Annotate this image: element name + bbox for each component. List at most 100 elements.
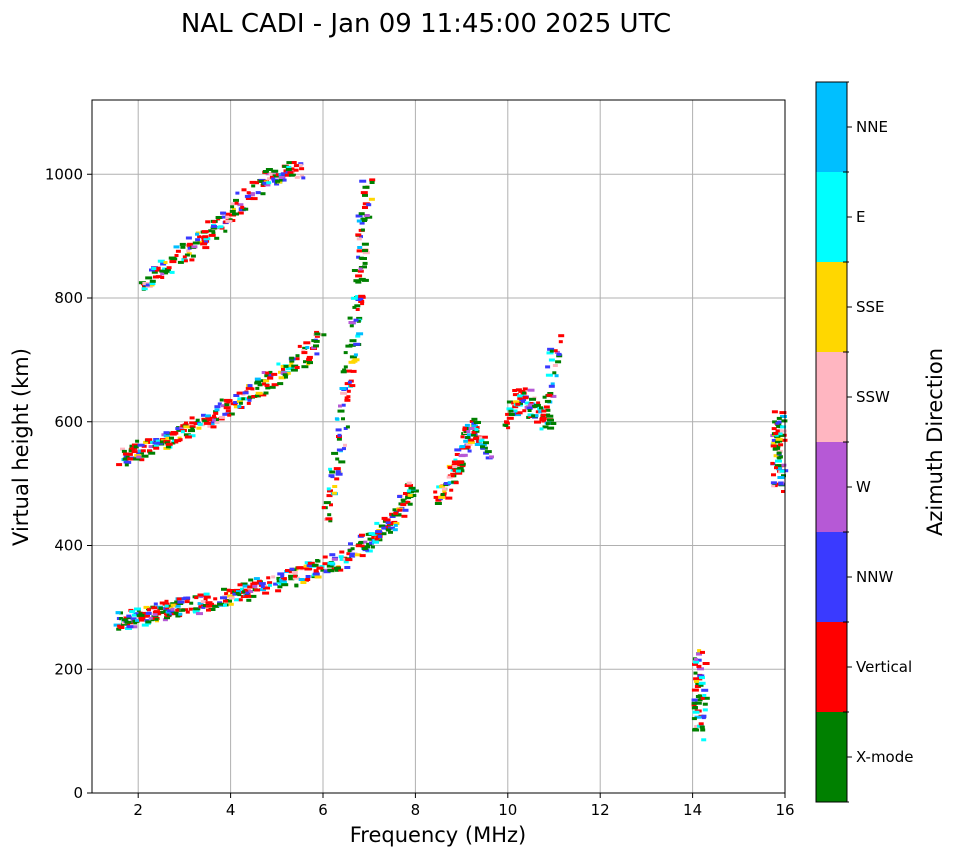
echo-mark [342, 368, 347, 372]
echo-mark [401, 514, 408, 518]
echo-mark [327, 489, 333, 493]
echo-mark [240, 205, 245, 209]
echo-mark [153, 438, 160, 441]
echo-mark [282, 164, 288, 168]
echo-mark [360, 191, 368, 195]
colorbar-tick-label: X-mode [856, 748, 913, 766]
echo-mark [355, 274, 363, 278]
echo-mark [138, 613, 145, 617]
echo-mark [694, 679, 699, 683]
echo-mark [214, 420, 220, 424]
echo-mark [269, 175, 274, 179]
echo-mark [468, 438, 475, 442]
echo-mark [360, 544, 365, 548]
echo-mark [201, 417, 206, 421]
echo-mark [128, 449, 133, 453]
echo-mark [331, 491, 337, 495]
echo-mark [145, 283, 150, 287]
echo-mark [699, 676, 705, 680]
echo-mark [183, 259, 188, 263]
echo-mark [169, 612, 174, 616]
echo-mark [252, 584, 258, 588]
echo-mark [277, 572, 285, 576]
echo-mark [208, 608, 216, 611]
echo-mark [462, 428, 470, 432]
echo-mark [358, 294, 366, 298]
echo-mark [298, 162, 304, 166]
echo-mark [124, 620, 132, 624]
echo-mark [506, 400, 513, 404]
x-axis-ticks: 2 4 6 8 10 12 14 16 [133, 793, 795, 819]
echo-mark [362, 265, 367, 269]
echo-mark [326, 494, 333, 498]
echo-mark [355, 544, 362, 548]
echo-mark [301, 176, 306, 180]
colorbar-segment [816, 622, 847, 712]
echo-mark [180, 430, 185, 434]
echo-mark [121, 449, 127, 453]
echo-mark [237, 211, 244, 215]
echo-mark [401, 499, 406, 503]
echo-mark [468, 427, 475, 430]
echo-mark [471, 431, 476, 434]
echo-mark [338, 555, 344, 559]
echo-mark [327, 561, 335, 565]
echo-mark [264, 384, 270, 387]
echo-mark [136, 455, 142, 459]
echo-mark [275, 589, 282, 593]
echo-mark [173, 245, 180, 249]
plot-frame [91, 99, 786, 794]
echo-mark [474, 421, 481, 424]
echo-mark [405, 500, 411, 504]
echo-mark [305, 578, 311, 581]
echo-mark [480, 438, 485, 442]
echo-mark [369, 181, 375, 184]
echo-mark [221, 215, 226, 219]
echo-mark [349, 554, 356, 558]
echo-mark [339, 387, 347, 390]
echo-mark [147, 449, 152, 453]
echo-mark [506, 416, 514, 420]
echo-mark [152, 610, 157, 614]
echo-mark [332, 485, 338, 488]
echo-mark [778, 443, 784, 447]
echo-mark [135, 439, 140, 443]
echo-mark [547, 418, 554, 422]
echo-mark [257, 383, 263, 387]
echo-mark [256, 579, 262, 583]
echo-mark [779, 411, 787, 415]
echo-mark [277, 585, 283, 589]
echo-mark [312, 563, 319, 567]
echo-mark [189, 601, 194, 605]
colorbar-segment [816, 172, 847, 262]
echo-mark [179, 425, 185, 429]
echo-mark [219, 398, 224, 402]
echo-mark [391, 513, 398, 517]
echo-mark [545, 365, 551, 369]
echo-mark [287, 171, 294, 175]
echo-mark [452, 465, 458, 469]
echo-mark [518, 401, 523, 405]
echo-mark [260, 585, 265, 588]
echo-mark [203, 592, 210, 596]
echo-mark [550, 394, 557, 398]
echo-mark [230, 202, 238, 206]
echo-mark [774, 466, 778, 470]
echo-mark [313, 344, 319, 348]
echo-mark [699, 725, 705, 729]
echo-mark [453, 458, 458, 462]
echo-mark [225, 216, 231, 220]
echo-mark [692, 710, 700, 714]
echo-mark [771, 427, 777, 431]
colorbar-tick-label: SSW [856, 388, 890, 406]
echo-mark [164, 604, 169, 608]
echo-mark [315, 559, 320, 562]
echo-mark [138, 612, 143, 616]
echo-mark [271, 169, 279, 173]
echo-mark [522, 391, 527, 395]
y-tick-label: 1000 [45, 165, 83, 183]
echo-mark [539, 417, 547, 420]
data-marks [113, 161, 789, 742]
echo-mark [781, 474, 786, 478]
echo-mark [306, 355, 313, 359]
